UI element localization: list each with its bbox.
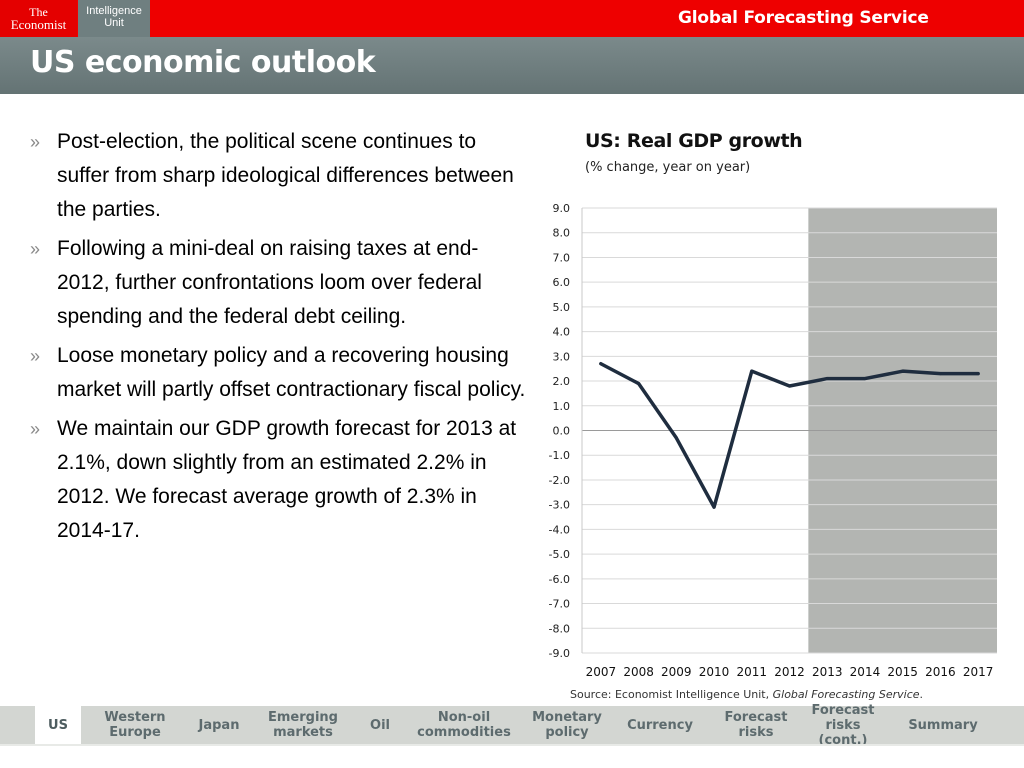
x-tick-label: 2012: [774, 665, 805, 679]
bullet-text: Loose monetary policy and a recovering h…: [57, 344, 526, 401]
bullet-marker: »: [30, 419, 41, 439]
y-tick-label: -5.0: [549, 548, 570, 561]
nav-tab-emerging-markets[interactable]: Emerging markets: [268, 710, 338, 740]
bottom-nav-underline: [0, 744, 1024, 746]
economist-logo: The Economist: [0, 0, 77, 37]
bullet-marker: »: [30, 346, 41, 366]
gdp-data-point: [938, 372, 942, 376]
y-tick-label: 3.0: [553, 350, 571, 363]
gdp-data-point: [788, 384, 791, 388]
y-tick-label: 9.0: [553, 202, 571, 215]
y-tick-label: 2.0: [553, 375, 571, 388]
gdp-data-point: [825, 377, 829, 381]
bullet-item: » Following a mini-deal on raising taxes …: [30, 232, 530, 334]
economist-logo-line1: The: [29, 5, 48, 19]
top-banner: The Economist Intelligence Unit Global F…: [0, 0, 1024, 37]
x-tick-label: 2014: [850, 665, 881, 679]
y-tick-label: 4.0: [553, 326, 571, 339]
x-tick-label: 2016: [925, 665, 956, 679]
gdp-data-point: [901, 369, 905, 373]
bullet-marker: »: [30, 132, 41, 152]
chart-source: Source: Economist Intelligence Unit, Glo…: [570, 688, 923, 701]
y-tick-label: -1.0: [549, 449, 570, 462]
nav-tab-forecast-risks-cont[interactable]: Forecast risks (cont.): [811, 702, 875, 748]
gdp-data-point: [637, 382, 641, 386]
gdp-data-point: [976, 372, 980, 376]
gdp-data-point: [674, 436, 678, 440]
nav-tab-oil[interactable]: Oil: [370, 717, 390, 733]
bullet-item: » We maintain our GDP growth forecast for…: [30, 412, 530, 548]
nav-tab-us[interactable]: US: [35, 706, 81, 744]
bottom-nav: US Western Europe Japan Emerging markets Oil…: [0, 702, 1024, 748]
x-tick-label: 2010: [699, 665, 730, 679]
x-tick-label: 2011: [736, 665, 767, 679]
y-tick-label: 0.0: [553, 425, 571, 438]
bullet-text: Post-election, the political scene conti…: [57, 130, 514, 221]
nav-tab-non-oil-commodities[interactable]: Non-oil commodities: [417, 710, 511, 740]
x-tick-label: 2007: [586, 665, 617, 679]
bullet-marker: »: [30, 239, 41, 259]
nav-tab-forecast-risks[interactable]: Forecast risks: [724, 710, 788, 740]
page-title: US economic outlook: [30, 45, 376, 80]
x-tick-label: 2015: [887, 665, 918, 679]
x-tick-label: 2013: [812, 665, 843, 679]
bullet-list: » Post-election, the political scene cont…: [30, 125, 530, 553]
y-tick-label: 1.0: [553, 400, 571, 413]
y-tick-label: 5.0: [553, 301, 571, 314]
y-tick-label: 6.0: [553, 276, 571, 289]
chart-subtitle: (% change, year on year): [585, 160, 751, 175]
y-tick-label: -2.0: [549, 474, 570, 487]
bullet-text: We maintain our GDP growth forecast for …: [57, 417, 517, 542]
nav-tab-western-europe[interactable]: Western Europe: [104, 710, 166, 740]
eiu-logo-line2: Unit: [104, 17, 124, 29]
gdp-line-chart: 9.0 8.0 7.0 6.0 5.0 4.0 3.0 2.0 1.0 0.0 -1.0 -2.0 -3…: [549, 202, 997, 679]
y-tick-label: -3.0: [549, 499, 570, 512]
chart-title: US: Real GDP growth: [585, 130, 803, 152]
y-tick-label: -4.0: [549, 523, 570, 536]
gdp-data-point: [863, 377, 867, 381]
y-tick-label: -8.0: [549, 622, 570, 635]
nav-tab-currency[interactable]: Currency: [627, 717, 693, 733]
eiu-logo-line1: Intelligence: [86, 5, 142, 17]
nav-tab-japan[interactable]: Japan: [198, 717, 240, 733]
y-tick-label: -9.0: [549, 647, 570, 660]
bullet-text: Following a mini-deal on raising taxes a…: [57, 237, 482, 328]
y-tick-label: -7.0: [549, 598, 570, 611]
chart-source-italic: Global Forecasting Service: [772, 688, 920, 701]
service-name: Global Forecasting Service: [678, 8, 929, 28]
chart-source-prefix: Source: Economist Intelligence Unit,: [570, 688, 773, 701]
bullet-item: » Post-election, the political scene cont…: [30, 125, 530, 227]
title-bar: US economic outlook: [0, 37, 1024, 94]
y-tick-label: 7.0: [553, 251, 571, 264]
gdp-data-point: [712, 505, 716, 509]
bullet-item: » Loose monetary policy and a recovering …: [30, 339, 530, 407]
economist-logo-line2: Economist: [10, 17, 67, 32]
nav-tab-summary[interactable]: Summary: [908, 717, 978, 733]
x-tick-label: 2008: [623, 665, 654, 679]
x-tick-label: 2017: [963, 665, 994, 679]
y-tick-label: -6.0: [549, 573, 570, 586]
nav-tab-monetary-policy[interactable]: Monetary policy: [532, 710, 602, 740]
eiu-logo: Intelligence Unit: [78, 0, 150, 37]
chart-source-suffix: .: [919, 688, 924, 701]
x-tick-label: 2009: [661, 665, 692, 679]
y-tick-label: 8.0: [553, 227, 571, 240]
gdp-data-point: [750, 369, 754, 373]
gdp-data-point: [599, 362, 603, 366]
